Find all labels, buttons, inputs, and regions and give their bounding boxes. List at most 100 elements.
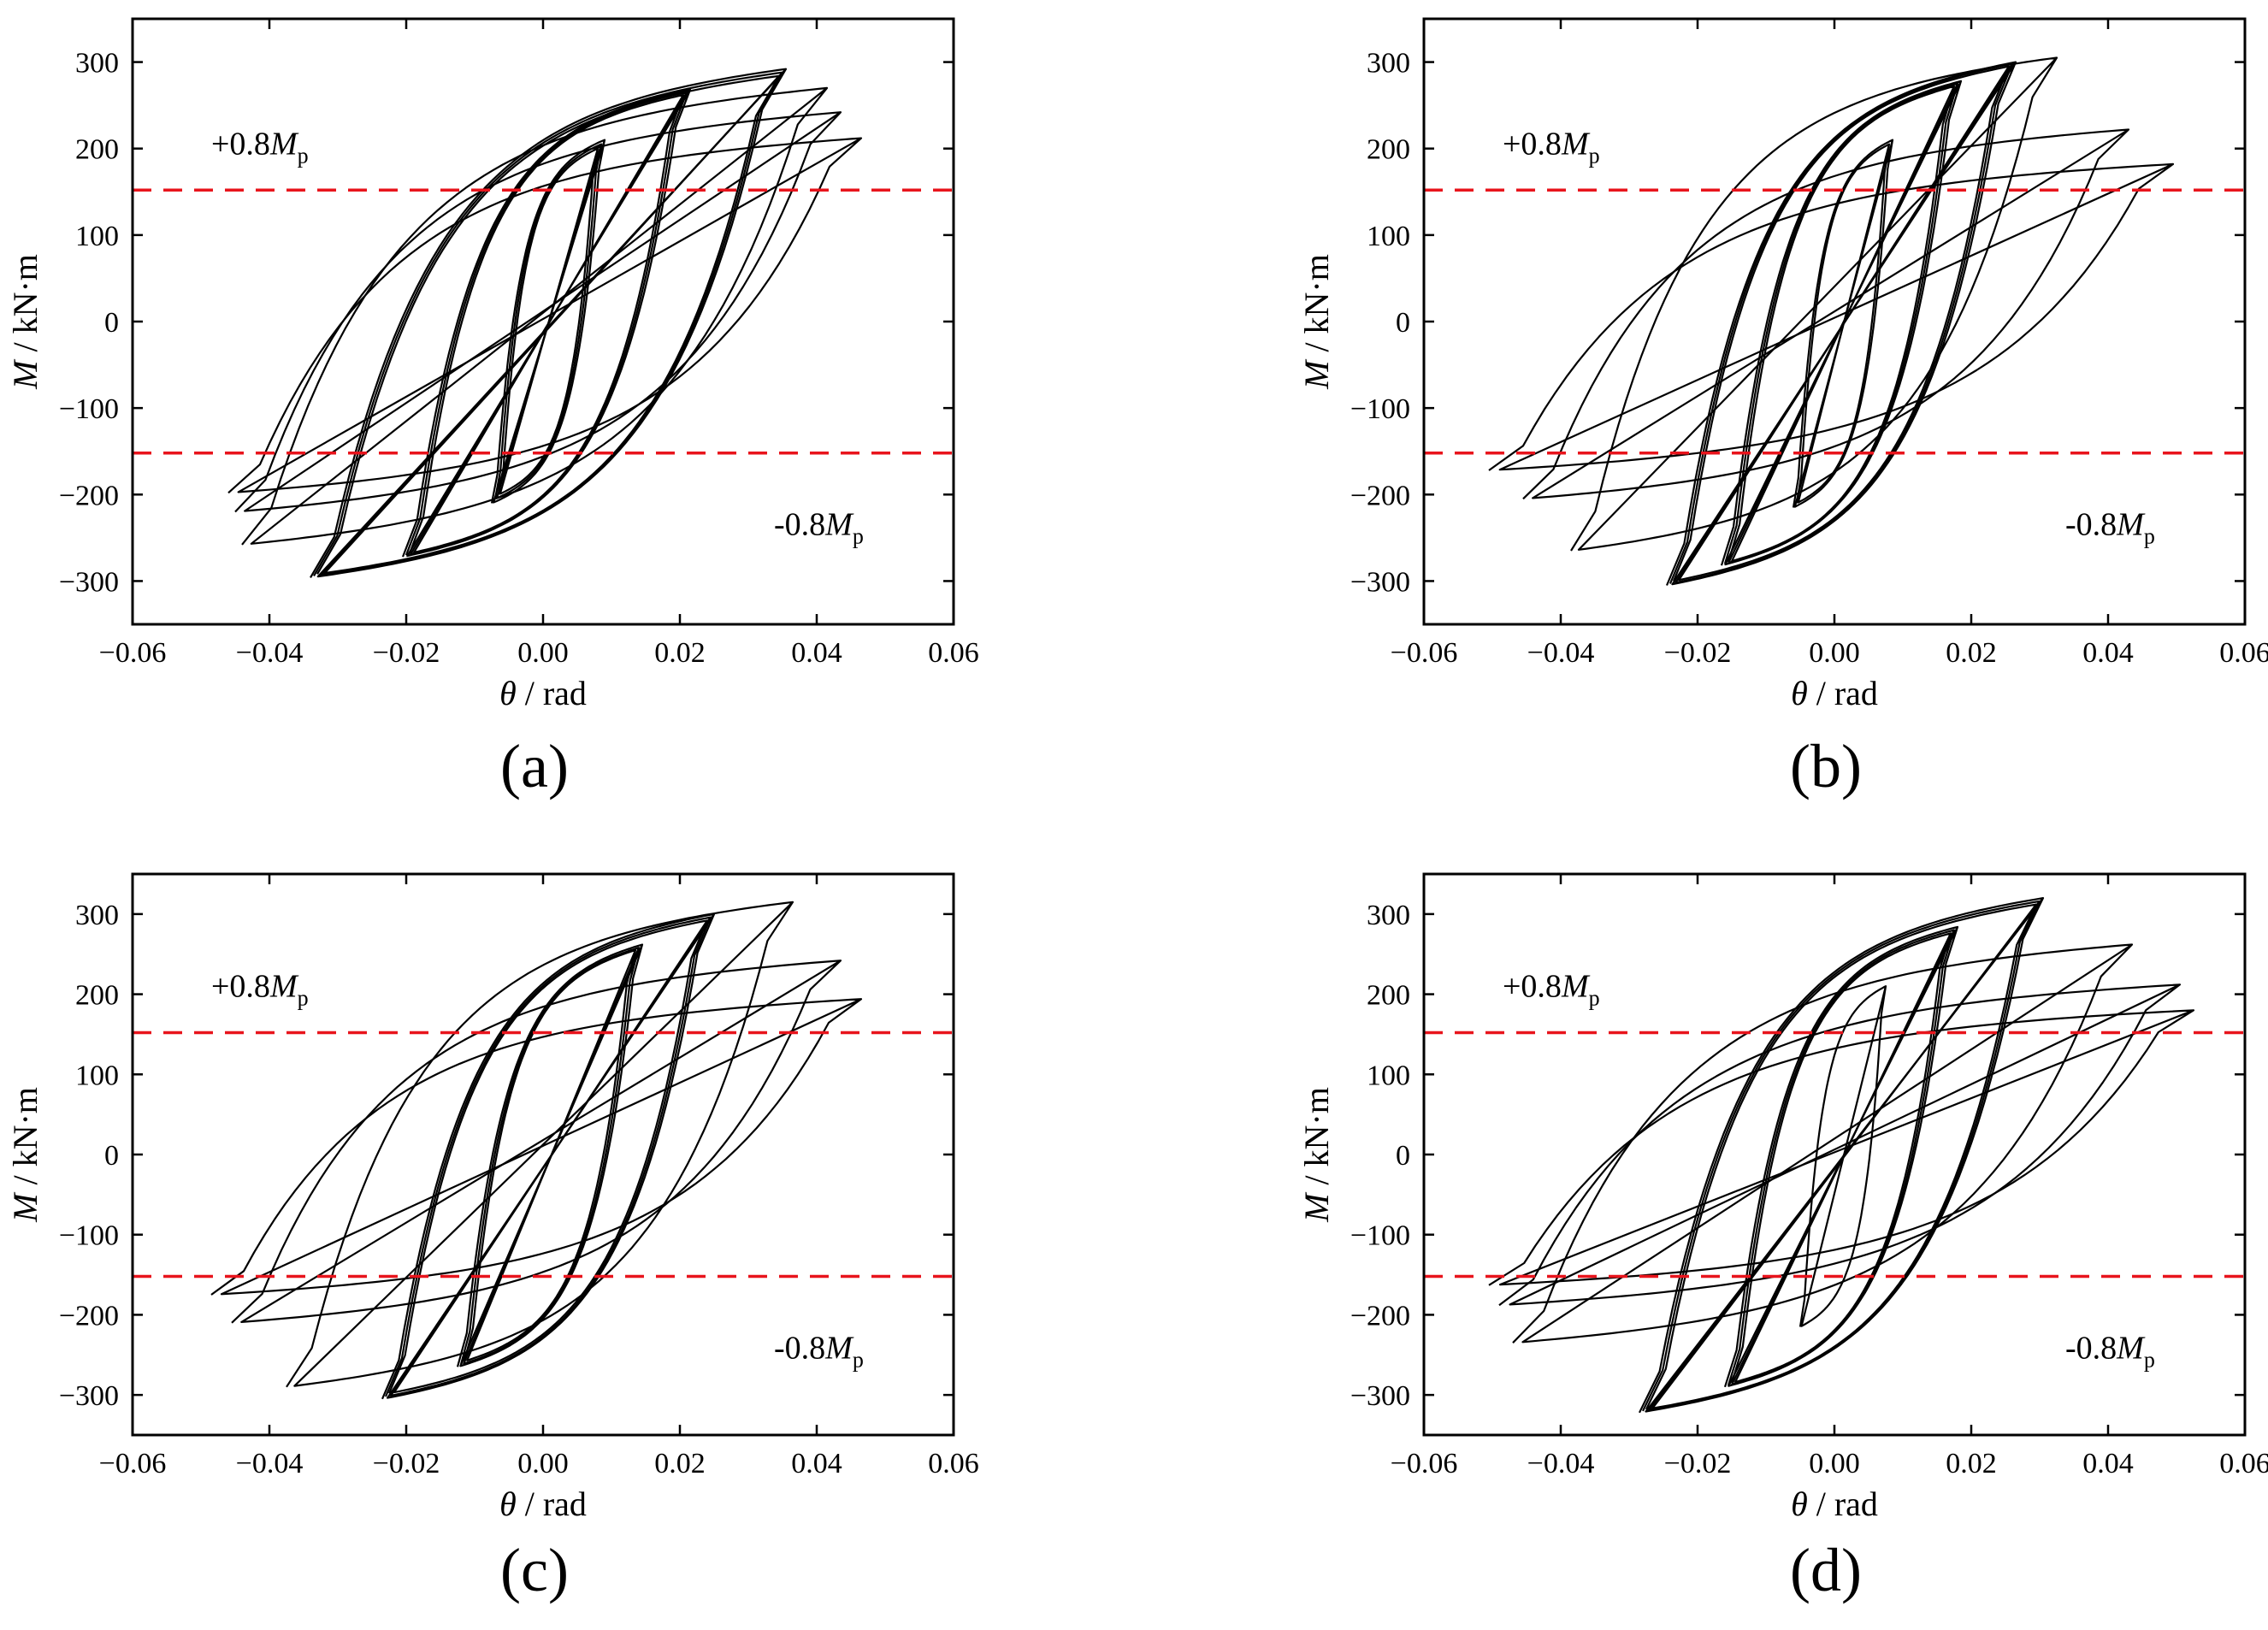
chart-panel-b: −0.06 −0.04 −0.02 0.00 0.02 0.04 0.06 300 200 100… xyxy=(1297,17,2268,800)
hysteresis-loop-cycle-4 xyxy=(1730,932,1952,1384)
hysteresis-loop-cycle-11 xyxy=(1488,162,2175,471)
annotation-positive: +0.8Mp xyxy=(211,969,309,1011)
hysteresis-loop-cycle-2 xyxy=(459,947,641,1365)
annotation-positive: +0.8Mp xyxy=(1503,126,1600,168)
y-axis-unit: / kN·m xyxy=(6,254,44,360)
hysteresis-loop-cycle-8 xyxy=(1672,65,2011,582)
annotation-symbol: M xyxy=(2116,507,2146,543)
annotation-subscript: p xyxy=(853,524,864,549)
x-tick-label: 0.00 xyxy=(1809,637,1860,669)
annotation-negative: -0.8Mp xyxy=(774,507,864,549)
x-tick-label: −0.04 xyxy=(1527,1448,1595,1479)
annotation-symbol: M xyxy=(2116,1330,2146,1366)
y-tick-label: 300 xyxy=(75,900,119,931)
y-axis-symbol: M xyxy=(1297,1191,1336,1223)
x-tick-label: 0.02 xyxy=(654,637,706,669)
y-tick-label: −200 xyxy=(59,1300,119,1332)
hysteresis-loop-cycle-9 xyxy=(1570,56,2058,552)
hysteresis-loop-cycle-3 xyxy=(497,147,599,495)
chart-panel-a: −0.06 −0.04 −0.02 0.00 0.02 0.04 0.06 300 200 100… xyxy=(6,17,979,800)
x-tick-label: 0.04 xyxy=(2082,1448,2134,1479)
x-tick-label: 0.06 xyxy=(928,637,979,669)
y-tick-label: −200 xyxy=(59,480,119,511)
y-tick-label: −200 xyxy=(1350,480,1410,511)
annotation-subscript: p xyxy=(2144,1347,2155,1372)
annotation-subscript: p xyxy=(1589,143,1600,168)
hysteresis-loop-cycle-6 xyxy=(387,919,709,1394)
y-axis-title: M / kN·m xyxy=(6,1087,44,1223)
x-axis-unit: / rad xyxy=(517,674,587,712)
y-tick-label: −100 xyxy=(59,393,119,425)
y-tick-label: 200 xyxy=(1367,980,1410,1012)
hysteresis-loop-cycle-8 xyxy=(231,960,842,1324)
hysteresis-loop-cycle-3 xyxy=(1720,80,1963,566)
x-tick-label: 0.06 xyxy=(928,1448,979,1479)
x-axis-unit: / rad xyxy=(1808,674,1878,712)
annotation-subscript: p xyxy=(853,1347,864,1372)
y-tick-label: 100 xyxy=(75,221,119,252)
y-tick-label: 200 xyxy=(75,980,119,1012)
hysteresis-loop-cycle-10 xyxy=(1522,128,2130,500)
hysteresis-loop-cycle-7 xyxy=(1645,903,2038,1410)
hysteresis-loop-cycle-2 xyxy=(1795,143,1891,504)
annotation-coef: -0.8 xyxy=(774,1330,825,1366)
x-tick-label: −0.02 xyxy=(1664,637,1732,669)
x-tick-label: −0.06 xyxy=(1391,637,1458,669)
hysteresis-loop-cycle-2 xyxy=(493,143,603,499)
hysteresis-loop-cycle-8 xyxy=(1512,943,2134,1344)
y-tick-label: 0 xyxy=(104,307,119,339)
annotation-coef: -0.8 xyxy=(2065,507,2117,543)
panel-label: (d) xyxy=(1790,1536,1862,1604)
y-axis-title: M / kN·m xyxy=(1297,254,1336,390)
chart-panel-d: −0.06 −0.04 −0.02 0.00 0.02 0.04 0.06 300 200 100… xyxy=(1297,872,2268,1604)
hysteresis-loop-cycle-5 xyxy=(384,916,712,1397)
annotation-coef: +0.8 xyxy=(211,126,270,162)
annotation-symbol: M xyxy=(269,126,299,162)
x-tick-label: −0.04 xyxy=(236,1448,304,1479)
annotation-symbol: M xyxy=(269,969,299,1005)
panel-label: (a) xyxy=(500,732,569,800)
x-axis-symbol: θ xyxy=(499,1485,517,1523)
hysteresis-loop-cycle-11 xyxy=(234,111,842,513)
x-tick-label: −0.06 xyxy=(99,1448,167,1479)
hysteresis-loop-cycle-3 xyxy=(463,948,637,1362)
annotation-coef: -0.8 xyxy=(2065,1330,2117,1366)
y-tick-label: 0 xyxy=(104,1140,119,1172)
annotation-symbol: M xyxy=(1561,126,1591,162)
y-tick-label: −300 xyxy=(1350,1380,1410,1412)
hysteresis-loop-cycle-1 xyxy=(1798,985,1887,1327)
annotation-coef: +0.8 xyxy=(1503,969,1562,1005)
y-tick-label: 300 xyxy=(1367,900,1410,931)
x-tick-label: −0.06 xyxy=(99,637,167,669)
x-axis-title: θ / rad xyxy=(1791,1485,1878,1523)
hysteresis-loop-cycle-6 xyxy=(408,93,685,554)
annotation-subscript: p xyxy=(2144,524,2155,549)
x-tick-label: 0.06 xyxy=(2219,637,2268,669)
y-axis-unit: / kN·m xyxy=(6,1087,44,1193)
annotation-subscript: p xyxy=(1589,986,1600,1011)
hysteresis-loop-cycle-7 xyxy=(310,68,788,578)
hysteresis-loop-cycle-7 xyxy=(286,901,794,1388)
x-tick-label: 0.00 xyxy=(1809,1448,1860,1479)
annotation-coef: +0.8 xyxy=(211,969,270,1005)
hysteresis-loops xyxy=(210,901,863,1400)
annotation-symbol: M xyxy=(824,507,854,543)
x-tick-label: −0.02 xyxy=(373,1448,440,1479)
x-tick-label: 0.06 xyxy=(2219,1448,2268,1479)
y-tick-label: −300 xyxy=(59,566,119,598)
annotation-positive: +0.8Mp xyxy=(1503,969,1600,1011)
hysteresis-loops xyxy=(227,68,863,578)
y-tick-label: 100 xyxy=(1367,1060,1410,1091)
y-axis-title: M / kN·m xyxy=(6,254,44,390)
x-axis-title: θ / rad xyxy=(1791,674,1878,712)
hysteresis-loop-cycle-9 xyxy=(1498,983,2182,1307)
hysteresis-loop-cycle-4 xyxy=(1723,82,1959,564)
annotation-negative: -0.8Mp xyxy=(774,1330,864,1372)
y-axis-unit: / kN·m xyxy=(1297,1087,1336,1193)
x-tick-label: 0.02 xyxy=(1946,1448,1997,1479)
hysteresis-loop-cycle-5 xyxy=(1727,85,1956,563)
y-tick-label: −100 xyxy=(59,1220,119,1252)
annotation-negative: -0.8Mp xyxy=(2065,1330,2155,1372)
x-tick-label: 0.04 xyxy=(791,637,842,669)
y-axis-symbol: M xyxy=(1297,358,1336,390)
